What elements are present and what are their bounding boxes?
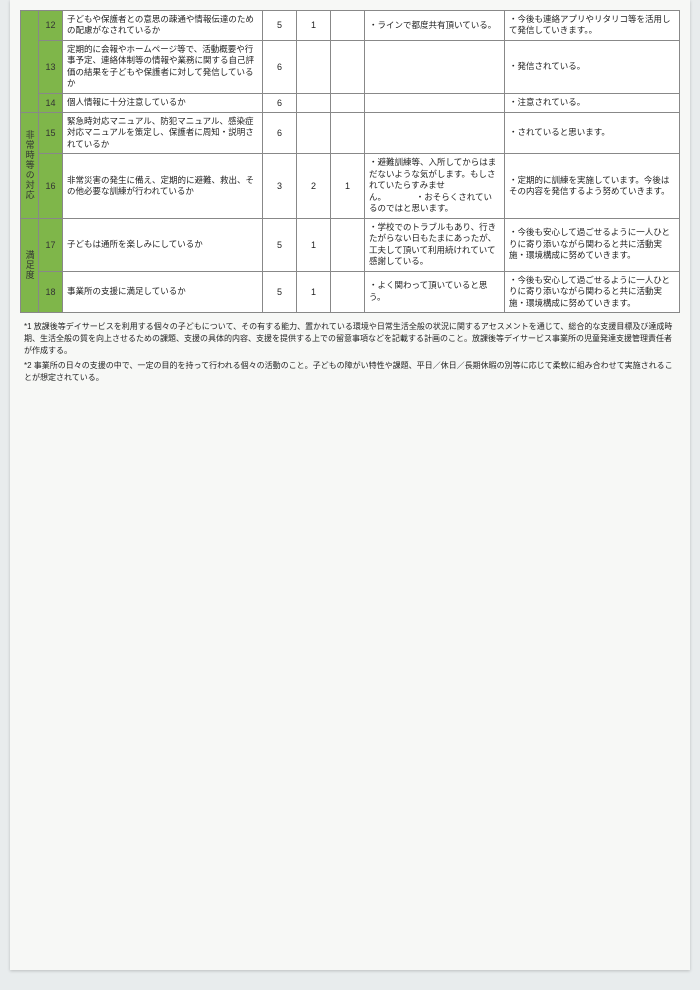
- question-cell: 個人情報に十分注意しているか: [63, 93, 263, 112]
- comment-2: ・発信されている。: [505, 40, 680, 93]
- comment-1: [365, 112, 505, 153]
- value-2: 1: [297, 218, 331, 271]
- comment-1: ・よく関わって頂いていると思う。: [365, 271, 505, 312]
- comment-2: ・されていると思います。: [505, 112, 680, 153]
- category-cell: 満足度: [21, 218, 39, 312]
- footnotes: *1 放課後等デイサービスを利用する個々の子どもについて、その有する能力、置かれ…: [20, 321, 680, 384]
- value-2: 1: [297, 271, 331, 312]
- value-3: [331, 218, 365, 271]
- comment-1: ・ラインで都度共有頂いている。: [365, 11, 505, 41]
- value-2: [297, 40, 331, 93]
- value-2: 1: [297, 11, 331, 41]
- value-1: 6: [263, 93, 297, 112]
- comment-1: ・避難訓練等、入所してからはまだないような気がします。もしされていたらすみません…: [365, 154, 505, 218]
- value-2: 2: [297, 154, 331, 218]
- comment-1: ・学校でのトラブルもあり、行きたがらない日もたまにあったが、工夫して頂いて利用続…: [365, 218, 505, 271]
- question-cell: 定期的に会報やホームページ等で、活動概要や行事予定、連絡体制等の情報や業務に関す…: [63, 40, 263, 93]
- value-3: 1: [331, 154, 365, 218]
- row-number: 17: [39, 218, 63, 271]
- comment-1: [365, 93, 505, 112]
- evaluation-table: 12子どもや保護者との意思の疎通や情報伝達のための配慮がなされているか51・ライ…: [20, 10, 680, 313]
- category-cell: 非常時等の対応: [21, 112, 39, 218]
- value-1: 5: [263, 11, 297, 41]
- value-3: [331, 112, 365, 153]
- value-1: 6: [263, 112, 297, 153]
- value-3: [331, 40, 365, 93]
- comment-1: [365, 40, 505, 93]
- question-cell: 事業所の支援に満足しているか: [63, 271, 263, 312]
- category-cell: [21, 11, 39, 113]
- comment-2: ・今後も連絡アプリやリタリコ等を活用して発信していきます。。: [505, 11, 680, 41]
- comment-2: ・定期的に訓練を実施しています。今後はその内容を発信するよう努めていきます。: [505, 154, 680, 218]
- footnote-line: *1 放課後等デイサービスを利用する個々の子どもについて、その有する能力、置かれ…: [24, 321, 676, 357]
- comment-2: ・注意されている。: [505, 93, 680, 112]
- value-2: [297, 93, 331, 112]
- document-page: 12子どもや保護者との意思の疎通や情報伝達のための配慮がなされているか51・ライ…: [10, 0, 690, 970]
- value-1: 5: [263, 218, 297, 271]
- comment-2: ・今後も安心して過ごせるように一人ひとりに寄り添いながら関わると共に活動実施・環…: [505, 271, 680, 312]
- value-2: [297, 112, 331, 153]
- value-1: 6: [263, 40, 297, 93]
- row-number: 18: [39, 271, 63, 312]
- value-1: 5: [263, 271, 297, 312]
- value-1: 3: [263, 154, 297, 218]
- row-number: 12: [39, 11, 63, 41]
- comment-2: ・今後も安心して過ごせるように一人ひとりに寄り添いながら関わると共に活動実施・環…: [505, 218, 680, 271]
- row-number: 15: [39, 112, 63, 153]
- question-cell: 非常災害の発生に備え、定期的に避難、救出、その他必要な訓練が行われているか: [63, 154, 263, 218]
- value-3: [331, 11, 365, 41]
- question-cell: 緊急時対応マニュアル、防犯マニュアル、感染症対応マニュアルを策定し、保護者に周知…: [63, 112, 263, 153]
- question-cell: 子どもは通所を楽しみにしているか: [63, 218, 263, 271]
- question-cell: 子どもや保護者との意思の疎通や情報伝達のための配慮がなされているか: [63, 11, 263, 41]
- value-3: [331, 93, 365, 112]
- row-number: 13: [39, 40, 63, 93]
- value-3: [331, 271, 365, 312]
- row-number: 16: [39, 154, 63, 218]
- footnote-line: *2 事業所の日々の支援の中で、一定の目的を持って行われる個々の活動のこと。子ど…: [24, 360, 676, 384]
- row-number: 14: [39, 93, 63, 112]
